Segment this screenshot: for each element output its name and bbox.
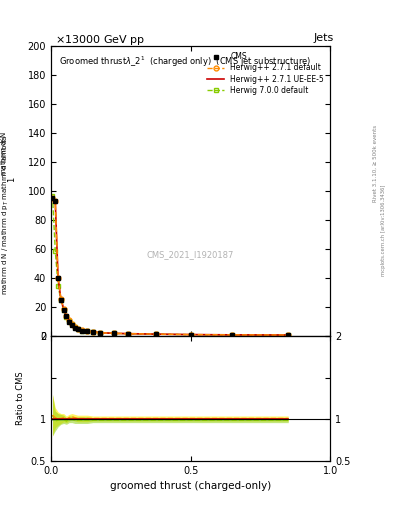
Legend: CMS, Herwig++ 2.7.1 default, Herwig++ 2.7.1 UE-EE-5, Herwig 7.0.0 default: CMS, Herwig++ 2.7.1 default, Herwig++ 2.… (205, 50, 326, 97)
Text: Groomed thrust$\lambda\_2^1$  (charged only)  (CMS jet substructure): Groomed thrust$\lambda\_2^1$ (charged on… (59, 55, 312, 69)
Text: mathrm d N / mathrm d p$_T$ mathrm d lambda: mathrm d N / mathrm d p$_T$ mathrm d lam… (1, 135, 11, 295)
X-axis label: groomed thrust (charged-only): groomed thrust (charged-only) (110, 481, 271, 491)
Text: 1: 1 (7, 177, 16, 182)
Text: $\times$13000 GeV pp: $\times$13000 GeV pp (55, 33, 145, 47)
Text: CMS_2021_I1920187: CMS_2021_I1920187 (147, 250, 234, 260)
Text: Jets: Jets (314, 33, 334, 44)
Y-axis label: Ratio to CMS: Ratio to CMS (16, 372, 25, 425)
Text: mathrm d$^2$N: mathrm d$^2$N (0, 132, 9, 176)
Text: mcplots.cern.ch [arXiv:1306.3436]: mcplots.cern.ch [arXiv:1306.3436] (381, 185, 386, 276)
Text: Rivet 3.1.10, ≥ 500k events: Rivet 3.1.10, ≥ 500k events (373, 125, 378, 202)
